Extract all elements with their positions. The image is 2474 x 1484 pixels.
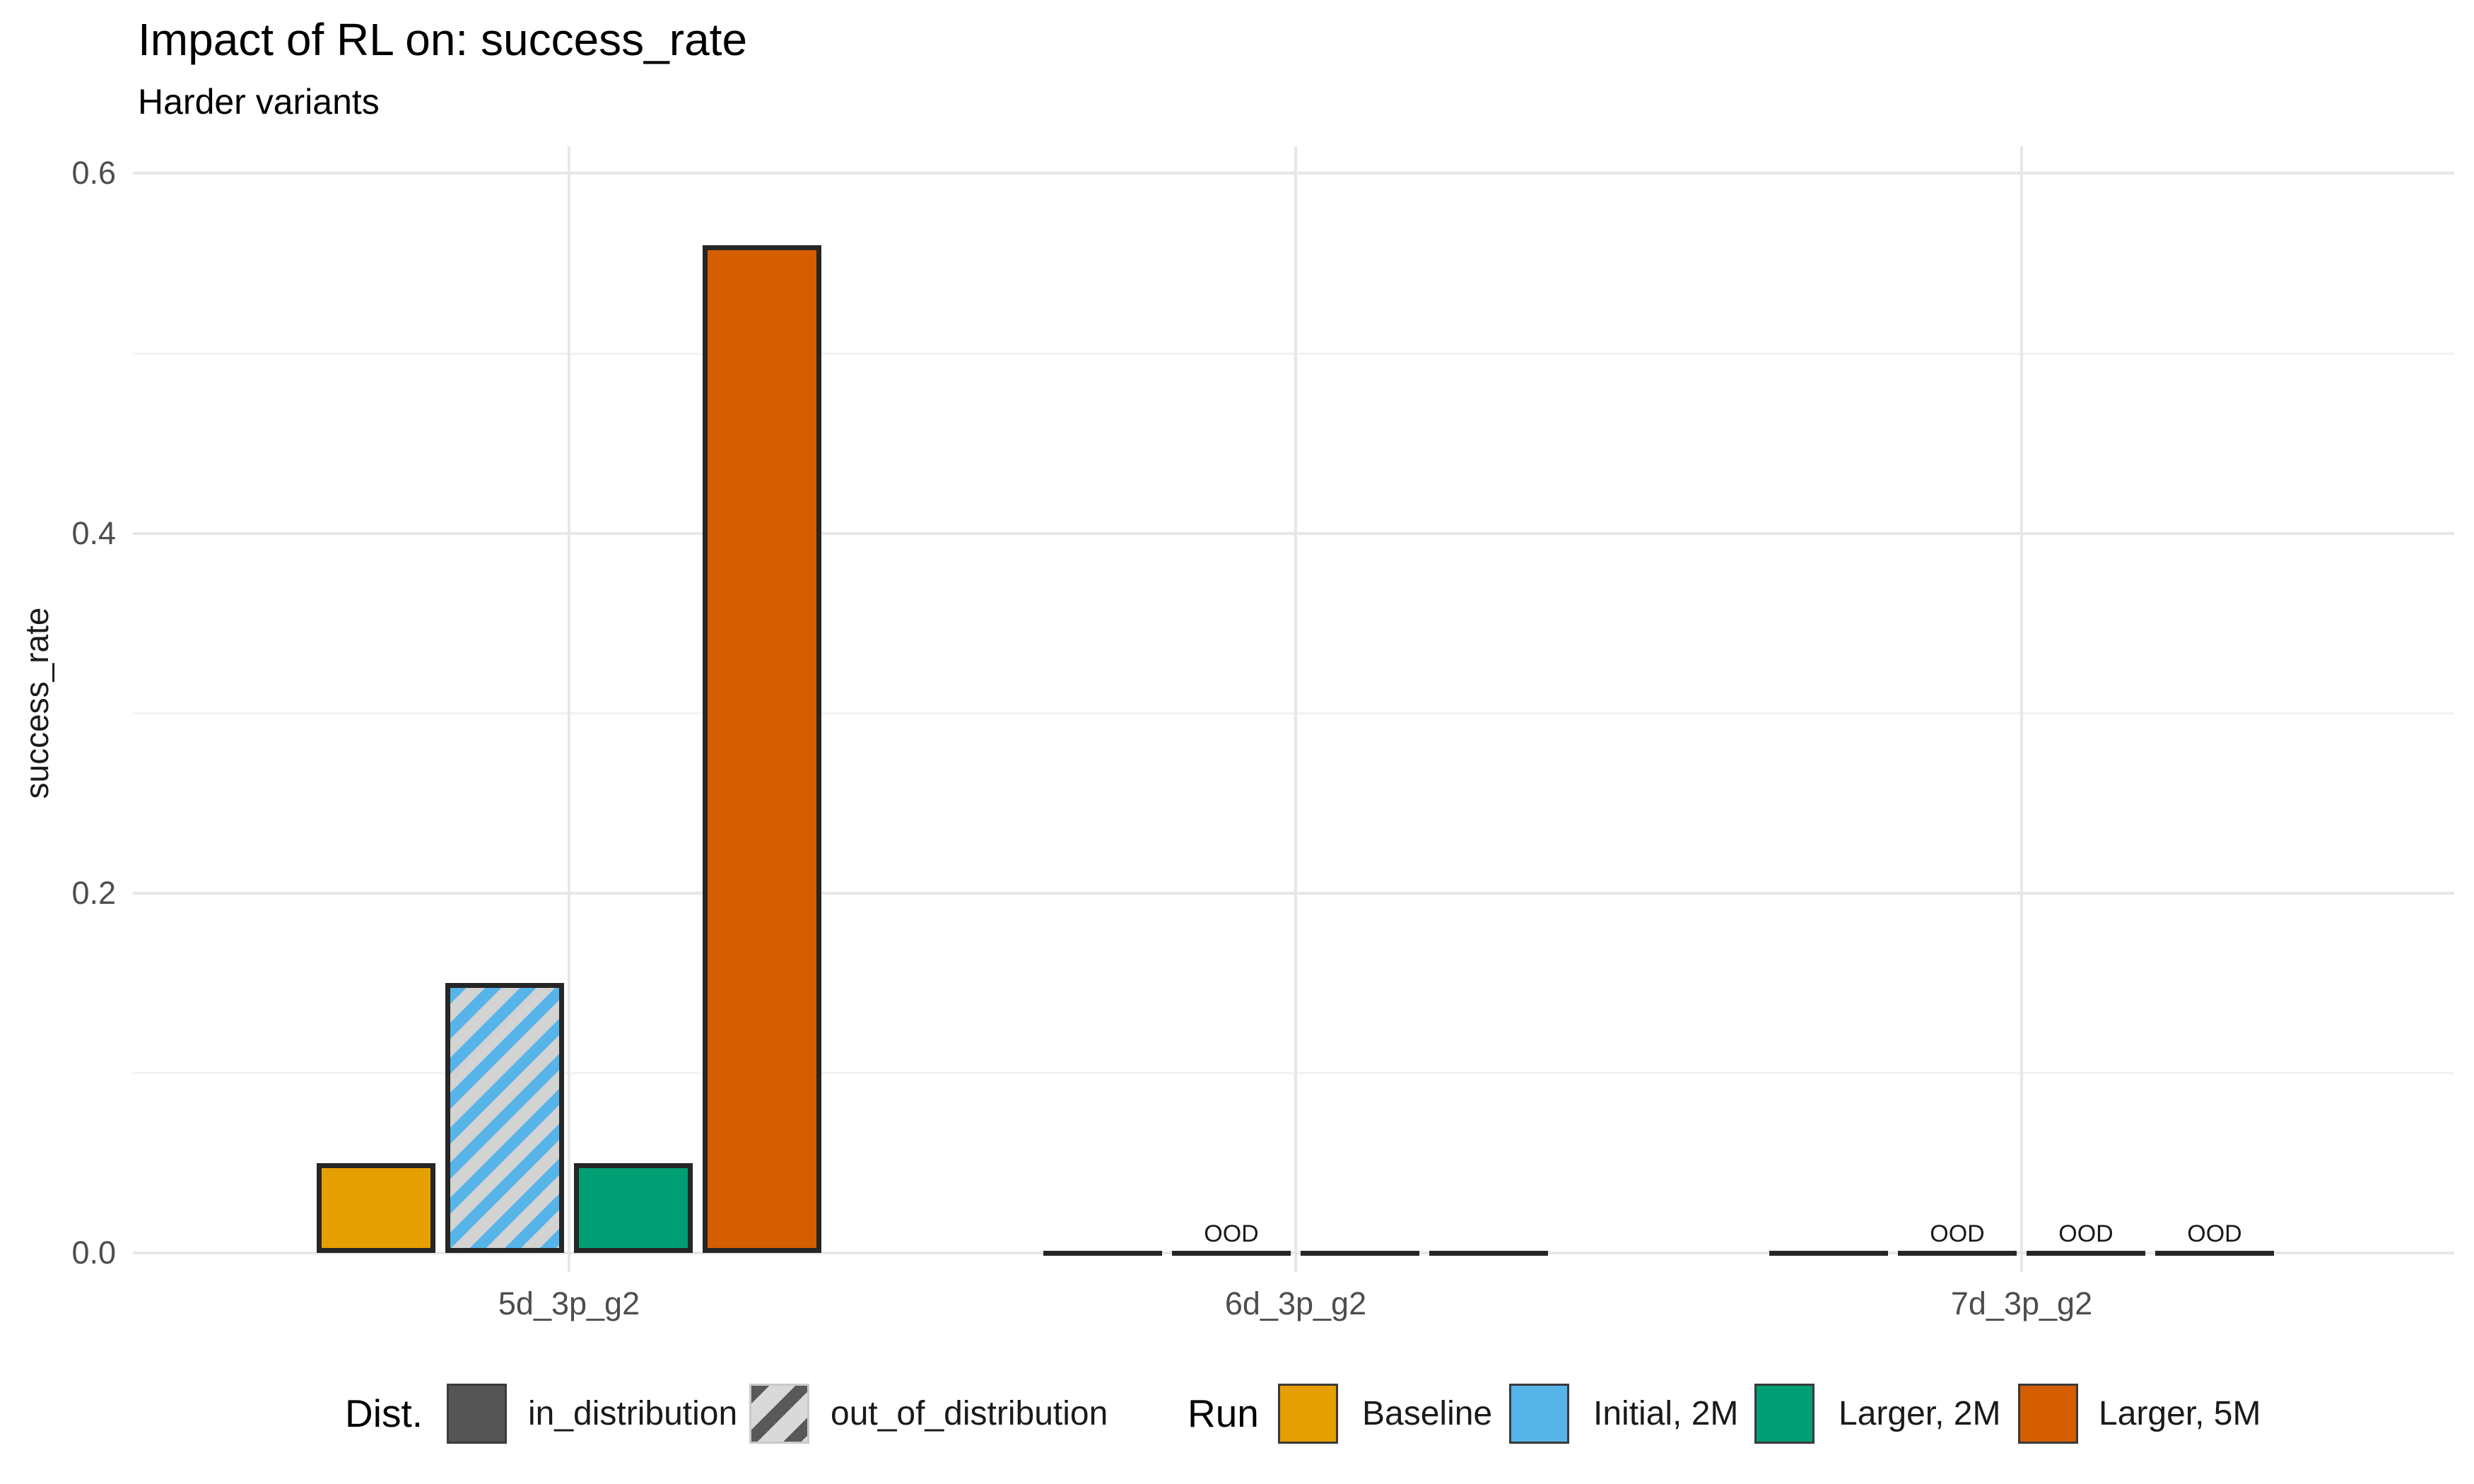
gridline-major-0 <box>133 1252 2454 1254</box>
ood-marker-larger-2m-7d-3p-g2: OOD <box>2058 1220 2114 1247</box>
bar-larger-5m-5d-3p-g2 <box>703 245 821 1253</box>
bar-initial-2m-7d-3p-g2 <box>1898 1251 2017 1256</box>
legend-label-larger-2m: Larger, 2M <box>1839 1395 2001 1432</box>
legend-label-in-distribution: in_distribution <box>528 1395 738 1432</box>
bar-baseline-7d-3p-g2 <box>1769 1251 1888 1256</box>
bar-initial-2m-5d-3p-g2 <box>445 983 564 1253</box>
gridline-x-5d-3p-g2 <box>568 146 570 1272</box>
x-tick-label-6d-3p-g2: 6d_3p_g2 <box>1224 1285 1367 1321</box>
bar-larger-5m-6d-3p-g2 <box>1429 1251 1548 1256</box>
legend-label-baseline: Baseline <box>1362 1395 1493 1432</box>
bar-larger-5m-7d-3p-g2 <box>2155 1251 2274 1256</box>
x-tick-label-7d-3p-g2: 7d_3p_g2 <box>1950 1285 2093 1321</box>
chart-subtitle: Harder variants <box>138 82 380 122</box>
ood-marker-initial-2m-7d-3p-g2: OOD <box>1930 1220 1985 1247</box>
legend-swatch-in-distribution <box>447 1384 507 1444</box>
legend-run-title: Run <box>1188 1391 1259 1435</box>
legend-swatch-baseline <box>1278 1384 1338 1444</box>
x-tick-label-5d-3p-g2: 5d_3p_g2 <box>498 1285 640 1321</box>
gridline-major-0.4 <box>133 531 2454 535</box>
legend-dist-title: Dist. <box>345 1391 423 1435</box>
gridline-minor-0.5 <box>133 353 2454 355</box>
ood-marker-larger-5m-7d-3p-g2: OOD <box>2187 1220 2242 1247</box>
gridline-major-0.6 <box>133 172 2454 175</box>
legend-swatch-larger-5m <box>2018 1384 2078 1444</box>
chart-title: Impact of RL on: success_rate <box>138 14 748 65</box>
bar-baseline-6d-3p-g2 <box>1043 1251 1162 1256</box>
bar-baseline-5d-3p-g2 <box>317 1163 435 1253</box>
legend-swatch-initial-2m <box>1509 1384 1569 1444</box>
bar-larger-2m-5d-3p-g2 <box>574 1163 693 1253</box>
gridline-major-0.2 <box>133 891 2454 895</box>
y-tick-label-0.0: 0.0 <box>71 1235 116 1271</box>
bar-larger-2m-7d-3p-g2 <box>2027 1251 2145 1256</box>
legend-label-larger-5m: Larger, 5M <box>2099 1395 2261 1432</box>
y-tick-label-0.6: 0.6 <box>71 155 116 192</box>
bar-larger-2m-6d-3p-g2 <box>1301 1251 1419 1256</box>
gridline-minor-0.3 <box>133 712 2454 715</box>
legend-label-out-of-distribution: out_of_distribution <box>831 1395 1108 1432</box>
legend-label-initial-2m: Initial, 2M <box>1593 1395 1739 1432</box>
gridline-minor-0.1 <box>133 1072 2454 1075</box>
y-tick-label-0.2: 0.2 <box>71 874 116 911</box>
y-tick-label-0.4: 0.4 <box>71 514 116 551</box>
y-axis-title: success_rate <box>18 607 55 799</box>
bar-initial-2m-6d-3p-g2 <box>1172 1251 1291 1256</box>
legend-swatch-larger-2m <box>1754 1384 1815 1444</box>
gridline-x-7d-3p-g2 <box>2020 146 2023 1272</box>
legend-swatch-out-of-distribution <box>749 1384 809 1444</box>
gridline-x-6d-3p-g2 <box>1294 146 1297 1272</box>
ood-marker-initial-2m-6d-3p-g2: OOD <box>1204 1220 1259 1247</box>
